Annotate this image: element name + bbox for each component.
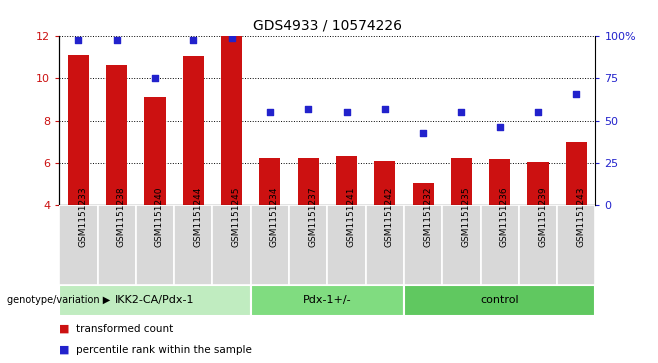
Point — [571, 91, 582, 97]
Text: transformed count: transformed count — [76, 324, 173, 334]
Point — [265, 109, 275, 115]
Bar — [566, 142, 587, 205]
Bar — [519, 205, 557, 285]
Bar — [374, 161, 395, 205]
Point — [303, 106, 313, 112]
Bar — [251, 285, 404, 316]
Bar — [489, 159, 510, 205]
Text: GSM1151239: GSM1151239 — [538, 187, 547, 248]
Point — [111, 37, 122, 42]
Bar — [145, 98, 166, 205]
Point — [418, 130, 428, 135]
Bar — [480, 205, 519, 285]
Bar — [328, 205, 366, 285]
Bar — [251, 205, 289, 285]
Text: Pdx-1+/-: Pdx-1+/- — [303, 295, 351, 305]
Bar — [221, 36, 242, 205]
Text: control: control — [480, 295, 519, 305]
Text: GSM1151242: GSM1151242 — [385, 187, 393, 247]
Bar — [183, 56, 204, 205]
Text: GSM1151240: GSM1151240 — [155, 187, 164, 247]
Bar — [106, 65, 127, 205]
Text: GSM1151236: GSM1151236 — [499, 187, 509, 248]
Text: IKK2-CA/Pdx-1: IKK2-CA/Pdx-1 — [115, 295, 195, 305]
Text: ■: ■ — [59, 324, 70, 334]
Bar — [557, 205, 595, 285]
Point — [150, 76, 161, 81]
Point — [494, 125, 505, 130]
Bar — [59, 285, 251, 316]
Text: GSM1151238: GSM1151238 — [116, 187, 126, 248]
Title: GDS4933 / 10574226: GDS4933 / 10574226 — [253, 19, 402, 32]
Point — [342, 109, 352, 115]
Bar — [442, 205, 480, 285]
Bar — [366, 205, 404, 285]
Bar — [289, 205, 328, 285]
Text: GSM1151235: GSM1151235 — [461, 187, 470, 248]
Bar — [297, 158, 318, 205]
Point — [456, 109, 467, 115]
Bar — [59, 205, 97, 285]
Bar — [259, 158, 280, 205]
Text: GSM1151234: GSM1151234 — [270, 187, 279, 247]
Point — [533, 109, 544, 115]
Text: GSM1151243: GSM1151243 — [576, 187, 586, 247]
Bar — [404, 285, 595, 316]
Point — [73, 37, 84, 42]
Bar — [213, 205, 251, 285]
Text: GSM1151244: GSM1151244 — [193, 187, 202, 247]
Text: GSM1151233: GSM1151233 — [78, 187, 88, 248]
Text: GSM1151241: GSM1151241 — [347, 187, 355, 247]
Text: genotype/variation ▶: genotype/variation ▶ — [7, 295, 110, 305]
Bar — [413, 183, 434, 205]
Bar — [136, 205, 174, 285]
Bar — [97, 205, 136, 285]
Bar — [404, 205, 442, 285]
Point — [226, 35, 237, 41]
Bar — [68, 55, 89, 205]
Bar — [174, 205, 213, 285]
Text: GSM1151245: GSM1151245 — [232, 187, 241, 247]
Bar — [451, 158, 472, 205]
Text: percentile rank within the sample: percentile rank within the sample — [76, 345, 251, 355]
Text: GSM1151237: GSM1151237 — [308, 187, 317, 248]
Text: ■: ■ — [59, 345, 70, 355]
Bar — [528, 162, 549, 205]
Bar — [336, 155, 357, 205]
Point — [380, 106, 390, 112]
Point — [188, 37, 199, 42]
Text: GSM1151232: GSM1151232 — [423, 187, 432, 247]
